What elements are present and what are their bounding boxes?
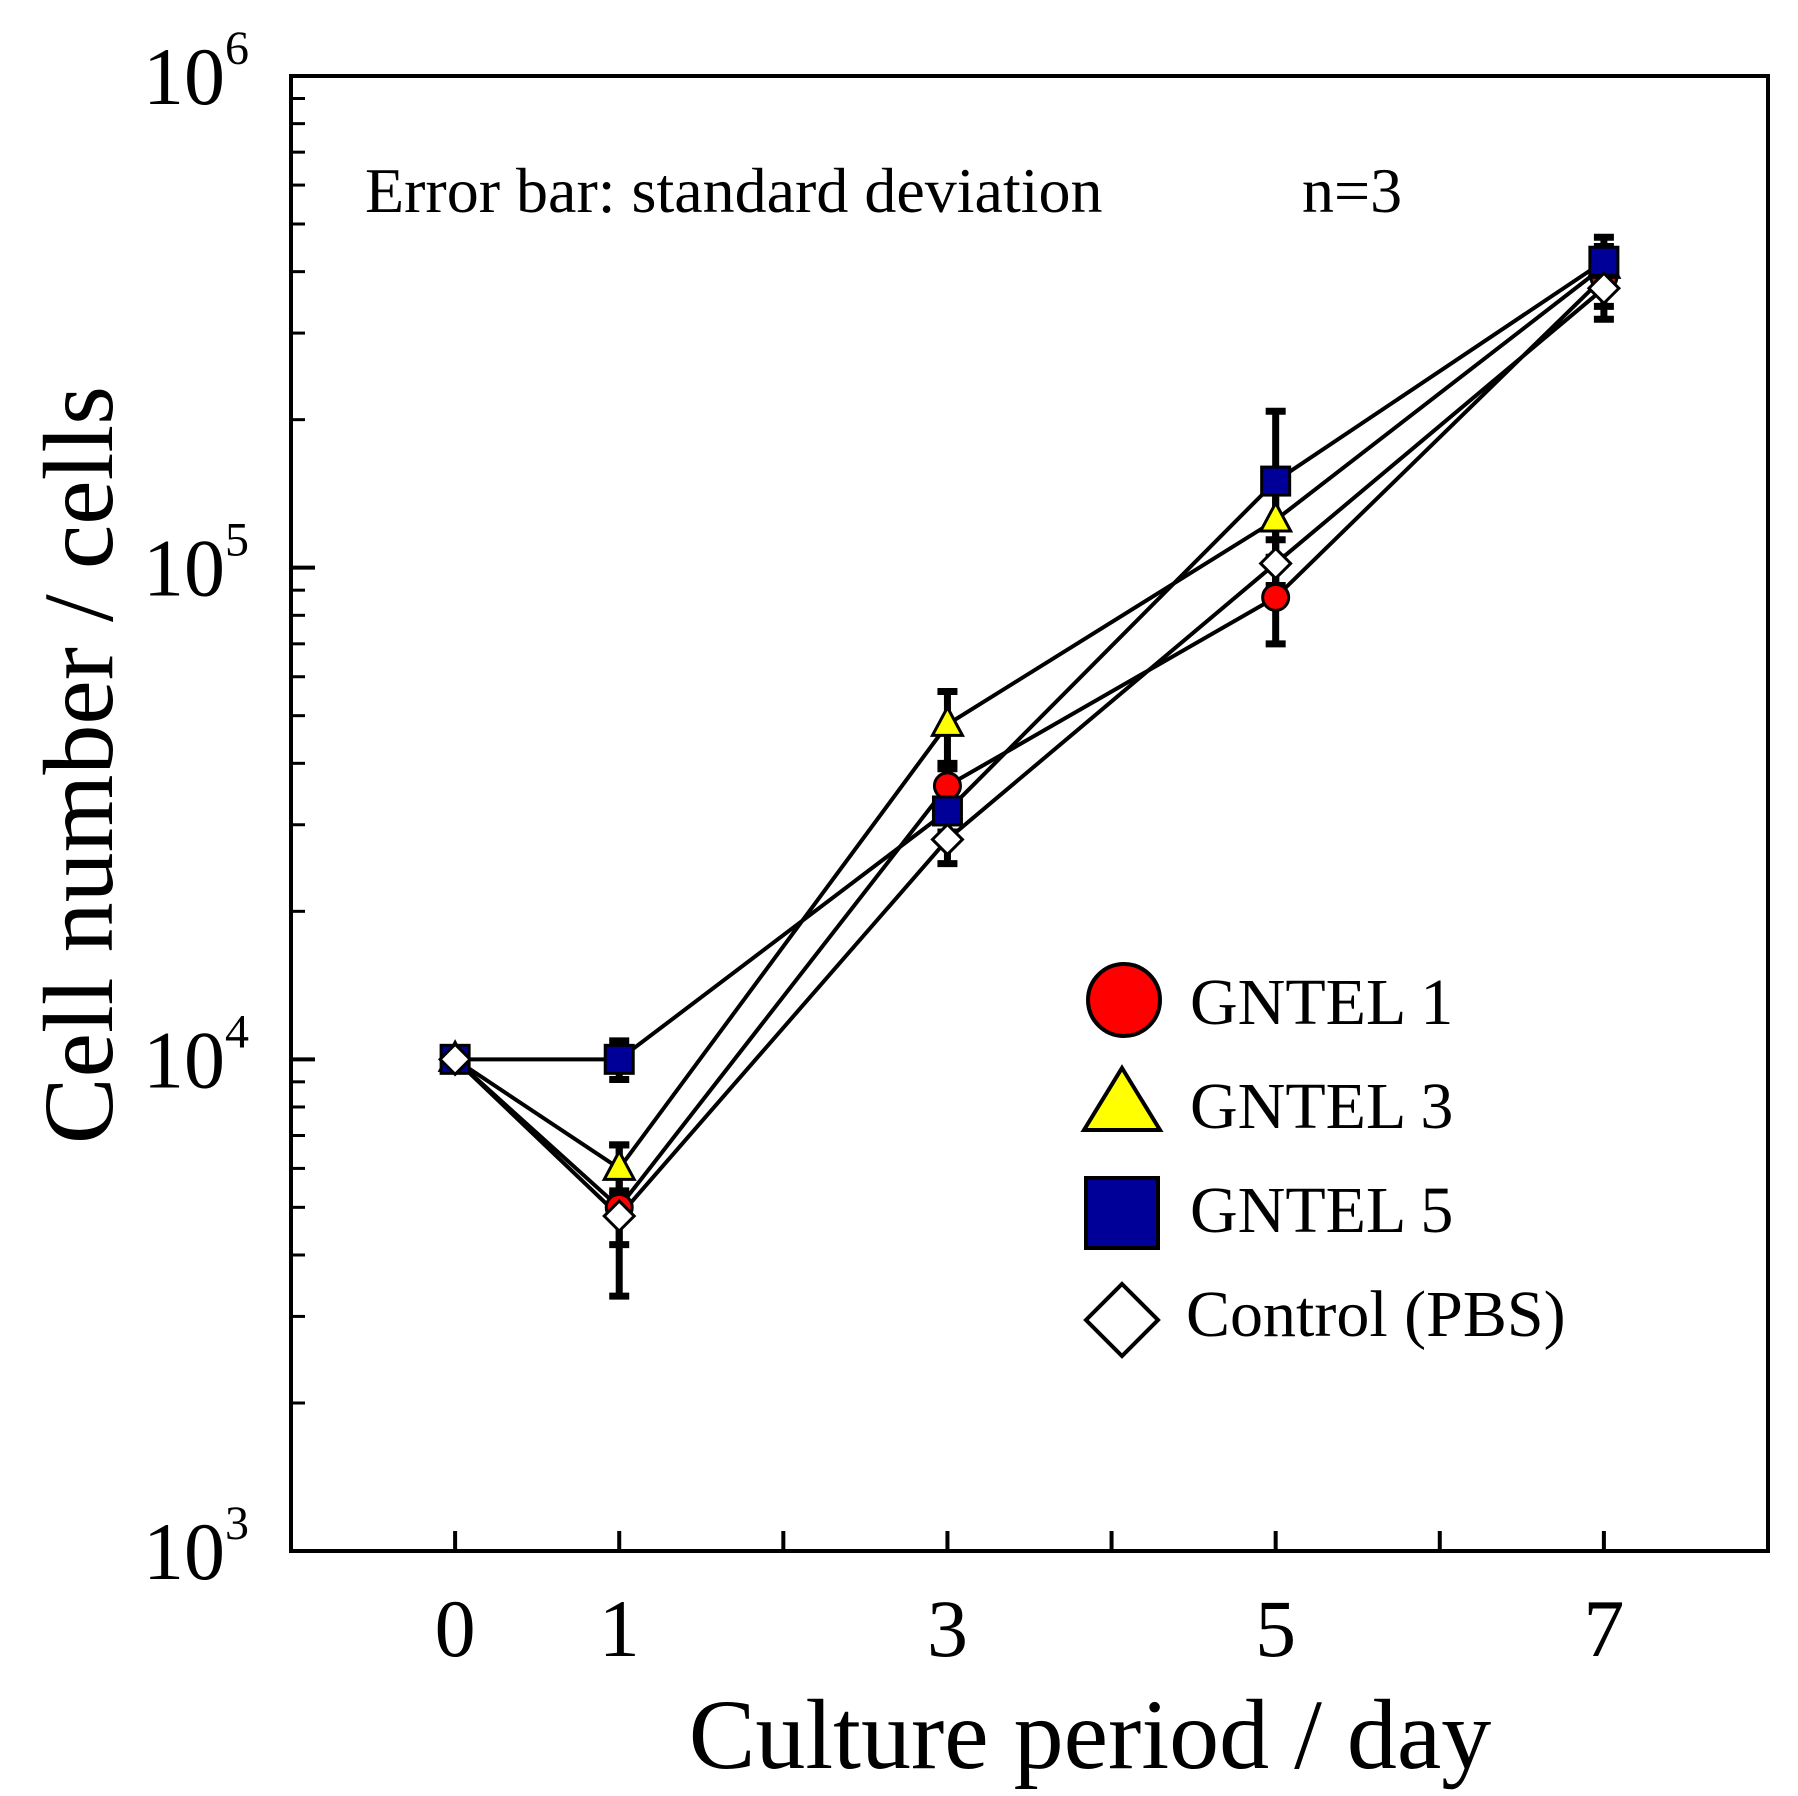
legend-diamond-marker (1083, 1281, 1161, 1359)
legend-item-control: Control (PBS) (1083, 1278, 1566, 1359)
x-tick-label: 7 (1583, 1583, 1624, 1674)
marker-control-pbs (437, 1042, 473, 1077)
legend-square-marker (1084, 1176, 1160, 1250)
y-tick-label: 104 (143, 1005, 249, 1105)
legend-label-control: Control (PBS) (1186, 1278, 1566, 1351)
y-axis-title: Cell number / cells (23, 386, 134, 1144)
marker-control-pbs (1258, 546, 1293, 581)
error-bar-note: Error bar: standard deviation (365, 155, 1103, 226)
legend: GNTEL 1 GNTEL 3 GNTEL 5 Control (PBS) (1080, 962, 1566, 1359)
x-tick-label: 3 (927, 1583, 968, 1674)
legend-label-gntel-1: GNTEL 1 (1190, 966, 1453, 1039)
marker-gntel-3 (1258, 499, 1294, 533)
legend-item-gntel-3: GNTEL 3 (1080, 1064, 1453, 1143)
legend-label-gntel-3: GNTEL 3 (1190, 1070, 1453, 1143)
y-tick-label: 105 (143, 514, 249, 614)
marker-gntel-1 (1261, 582, 1291, 612)
plot-frame (289, 74, 1770, 1553)
marker-gntel-3 (929, 704, 965, 737)
x-tick-label: 1 (599, 1583, 640, 1674)
x-tick-label: 5 (1255, 1583, 1296, 1674)
marker-control-pbs (602, 1198, 637, 1234)
x-axis-title: Culture period / day (689, 1679, 1492, 1790)
markers-layer (437, 245, 1622, 1234)
error-bars-layer (609, 233, 1614, 1300)
legend-item-gntel-5: GNTEL 5 (1084, 1174, 1453, 1250)
marker-gntel-3 (601, 1148, 637, 1181)
ticks-layer: 0 1 3 5 7 103 104 105 106 (143, 22, 1624, 1674)
y-tick-label: 106 (143, 22, 249, 122)
legend-label-gntel-5: GNTEL 5 (1190, 1174, 1453, 1247)
marker-gntel-5 (603, 1043, 635, 1075)
legend-circle-marker (1086, 962, 1162, 1038)
marker-gntel-5 (931, 795, 963, 827)
n-note: n=3 (1302, 155, 1402, 226)
plot-frame-layer (289, 74, 1770, 1553)
marker-gntel-5 (1260, 465, 1292, 497)
legend-triangle-marker (1080, 1064, 1164, 1132)
legend-item-gntel-1: GNTEL 1 (1086, 962, 1453, 1039)
x-tick-label: 0 (435, 1583, 476, 1674)
y-tick-label: 103 (143, 1497, 249, 1597)
marker-control-pbs (930, 822, 965, 857)
marker-gntel-1 (932, 771, 962, 801)
marker-gntel-5 (1588, 245, 1620, 277)
marker-control-pbs (1586, 271, 1622, 306)
series-line-gntel-5 (455, 259, 1606, 1062)
